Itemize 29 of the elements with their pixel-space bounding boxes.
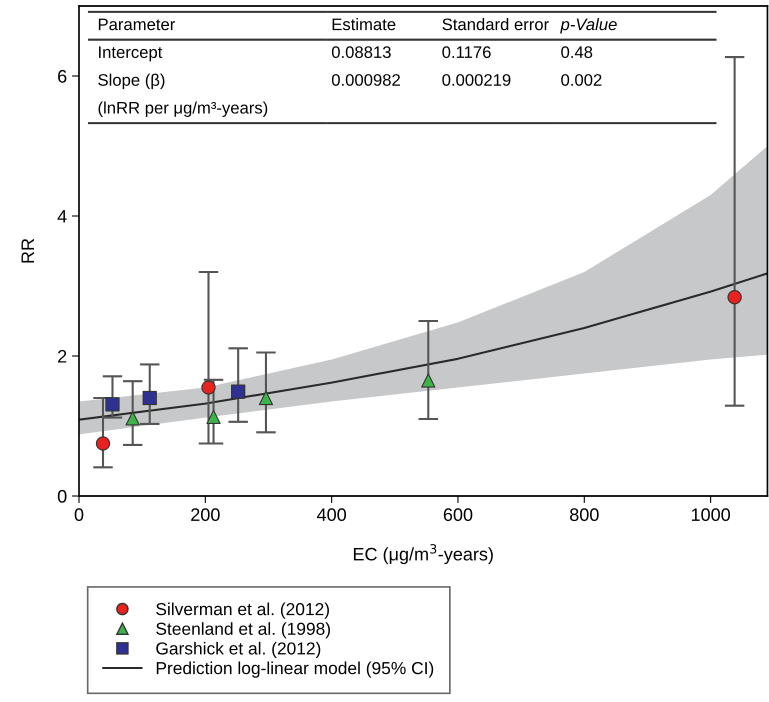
legend-label: Silverman et al. (2012) [156, 602, 329, 619]
annotation: Slope (β) [98, 74, 164, 90]
legend-label: Prediction log-linear model (95% CI) [156, 662, 434, 678]
x-tick-label: 800 [570, 508, 599, 522]
y-tick-label: 4 [58, 210, 67, 223]
legend-label: Steenland et al. (1998) [156, 622, 330, 638]
legend-label: Garshick et al. (2012) [156, 642, 320, 658]
annotation: p-Value [560, 18, 617, 34]
x-tick-label: 600 [444, 508, 472, 522]
y-tick-label: 2 [58, 350, 66, 363]
y-tick-label: 0 [58, 490, 66, 503]
annotation: Intercept [99, 46, 162, 62]
x-tick-label: 200 [191, 508, 220, 522]
annotation: 0.000982 [332, 74, 400, 86]
y-tick-label: 6 [58, 70, 66, 83]
annotation: 0.48 [561, 46, 592, 58]
annotation: 0.08813 [332, 46, 391, 58]
annotation: Estimate [332, 18, 396, 30]
annotation: Parameter [98, 18, 176, 30]
x-tick-label: 400 [317, 508, 346, 522]
annotation: 0.002 [561, 74, 602, 86]
x-axis-title: EC (μg/m$^{3}$-years) [354, 544, 493, 564]
annotation: (lnRR per μg/m³-years) [98, 101, 268, 117]
x-tick-label: 0 [74, 508, 84, 522]
annotation: 0.1176 [442, 46, 491, 58]
annotation: Standard error [442, 18, 549, 30]
x-tick-label: 1000 [692, 508, 730, 522]
y-axis-title: RR [22, 238, 34, 263]
annotation: 0.000219 [442, 74, 510, 86]
